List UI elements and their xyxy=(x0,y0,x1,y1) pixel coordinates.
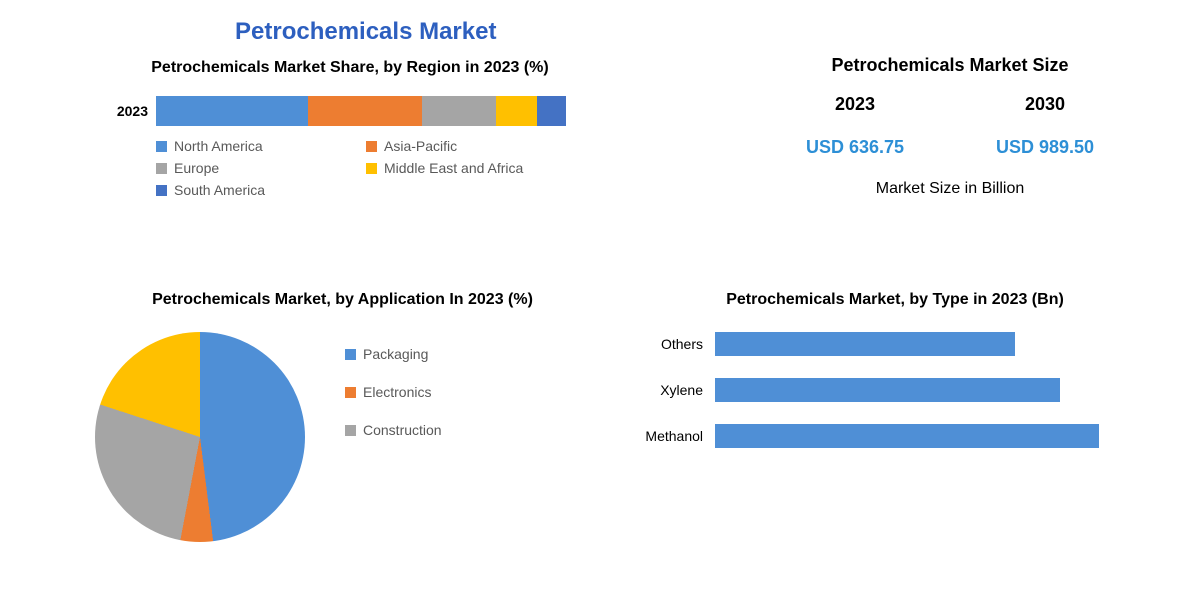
legend-item: Asia-Pacific xyxy=(366,138,576,154)
legend-label: South America xyxy=(174,182,265,198)
hbar xyxy=(715,378,1060,402)
legend-swatch xyxy=(366,141,377,152)
stacked-bar xyxy=(156,96,566,126)
legend-swatch xyxy=(156,141,167,152)
legend-swatch xyxy=(345,425,356,436)
region-share-chart: Petrochemicals Market Share, by Region i… xyxy=(110,58,590,198)
hbar xyxy=(715,332,1015,356)
legend-swatch xyxy=(345,387,356,398)
legend-label: Construction xyxy=(363,422,442,438)
legend-label: Electronics xyxy=(363,384,431,400)
stacked-bar-segment xyxy=(422,96,496,126)
stacked-bar-segment xyxy=(496,96,537,126)
pie-wrap: Packaging Electronics Construction xyxy=(95,332,590,542)
legend-label: Middle East and Africa xyxy=(384,160,523,176)
legend-item: Europe xyxy=(156,160,366,176)
stacked-bar-row: 2023 xyxy=(110,96,590,126)
application-pie-chart: Petrochemicals Market, by Application In… xyxy=(95,290,590,542)
legend-label: Asia-Pacific xyxy=(384,138,457,154)
market-size-value-2023: USD 636.75 xyxy=(806,137,904,158)
legend-label: North America xyxy=(174,138,263,154)
legend-swatch xyxy=(156,185,167,196)
application-legend: Packaging Electronics Construction xyxy=(345,332,442,438)
legend-item: Construction xyxy=(345,422,442,438)
page-title: Petrochemicals Market xyxy=(235,18,496,46)
legend-swatch xyxy=(156,163,167,174)
hbar-row: Others xyxy=(620,332,1170,356)
stacked-bar-year-label: 2023 xyxy=(110,103,156,119)
hbar-track xyxy=(715,378,1170,402)
legend-item: South America xyxy=(156,182,366,198)
legend-item: North America xyxy=(156,138,366,154)
hbar-row: Xylene xyxy=(620,378,1170,402)
legend-swatch xyxy=(366,163,377,174)
legend-label: Packaging xyxy=(363,346,428,362)
market-size-value-2030: USD 989.50 xyxy=(996,137,1094,158)
type-bars-area: Others Xylene Methanol xyxy=(620,332,1170,448)
hbar xyxy=(715,424,1099,448)
type-chart-title: Petrochemicals Market, by Type in 2023 (… xyxy=(620,290,1170,310)
application-chart-title: Petrochemicals Market, by Application In… xyxy=(95,290,590,310)
hbar-label: Others xyxy=(620,336,715,352)
stacked-bar-segment xyxy=(537,96,566,126)
region-chart-title: Petrochemicals Market Share, by Region i… xyxy=(110,58,590,78)
hbar-label: Methanol xyxy=(620,428,715,444)
legend-item: Packaging xyxy=(345,346,442,362)
type-bar-chart: Petrochemicals Market, by Type in 2023 (… xyxy=(620,290,1170,470)
hbar-track xyxy=(715,332,1170,356)
market-size-year-2030: 2030 xyxy=(996,94,1094,115)
stacked-bar-segment xyxy=(308,96,423,126)
hbar-track xyxy=(715,424,1170,448)
legend-label: Europe xyxy=(174,160,219,176)
market-size-years-row: 2023 USD 636.75 2030 USD 989.50 xyxy=(760,94,1140,158)
legend-swatch xyxy=(345,349,356,360)
market-size-title: Petrochemicals Market Size xyxy=(760,55,1140,76)
pie xyxy=(95,332,305,542)
market-size-year-2023: 2023 xyxy=(806,94,904,115)
legend-item: Electronics xyxy=(345,384,442,400)
stacked-bar-segment xyxy=(156,96,308,126)
market-size-panel: Petrochemicals Market Size 2023 USD 636.… xyxy=(760,55,1140,198)
region-legend: North America Asia-Pacific Europe Middle Ea… xyxy=(156,138,590,198)
hbar-label: Xylene xyxy=(620,382,715,398)
legend-item: Middle East and Africa xyxy=(366,160,576,176)
hbar-row: Methanol xyxy=(620,424,1170,448)
market-size-unit: Market Size in Billion xyxy=(760,180,1140,198)
